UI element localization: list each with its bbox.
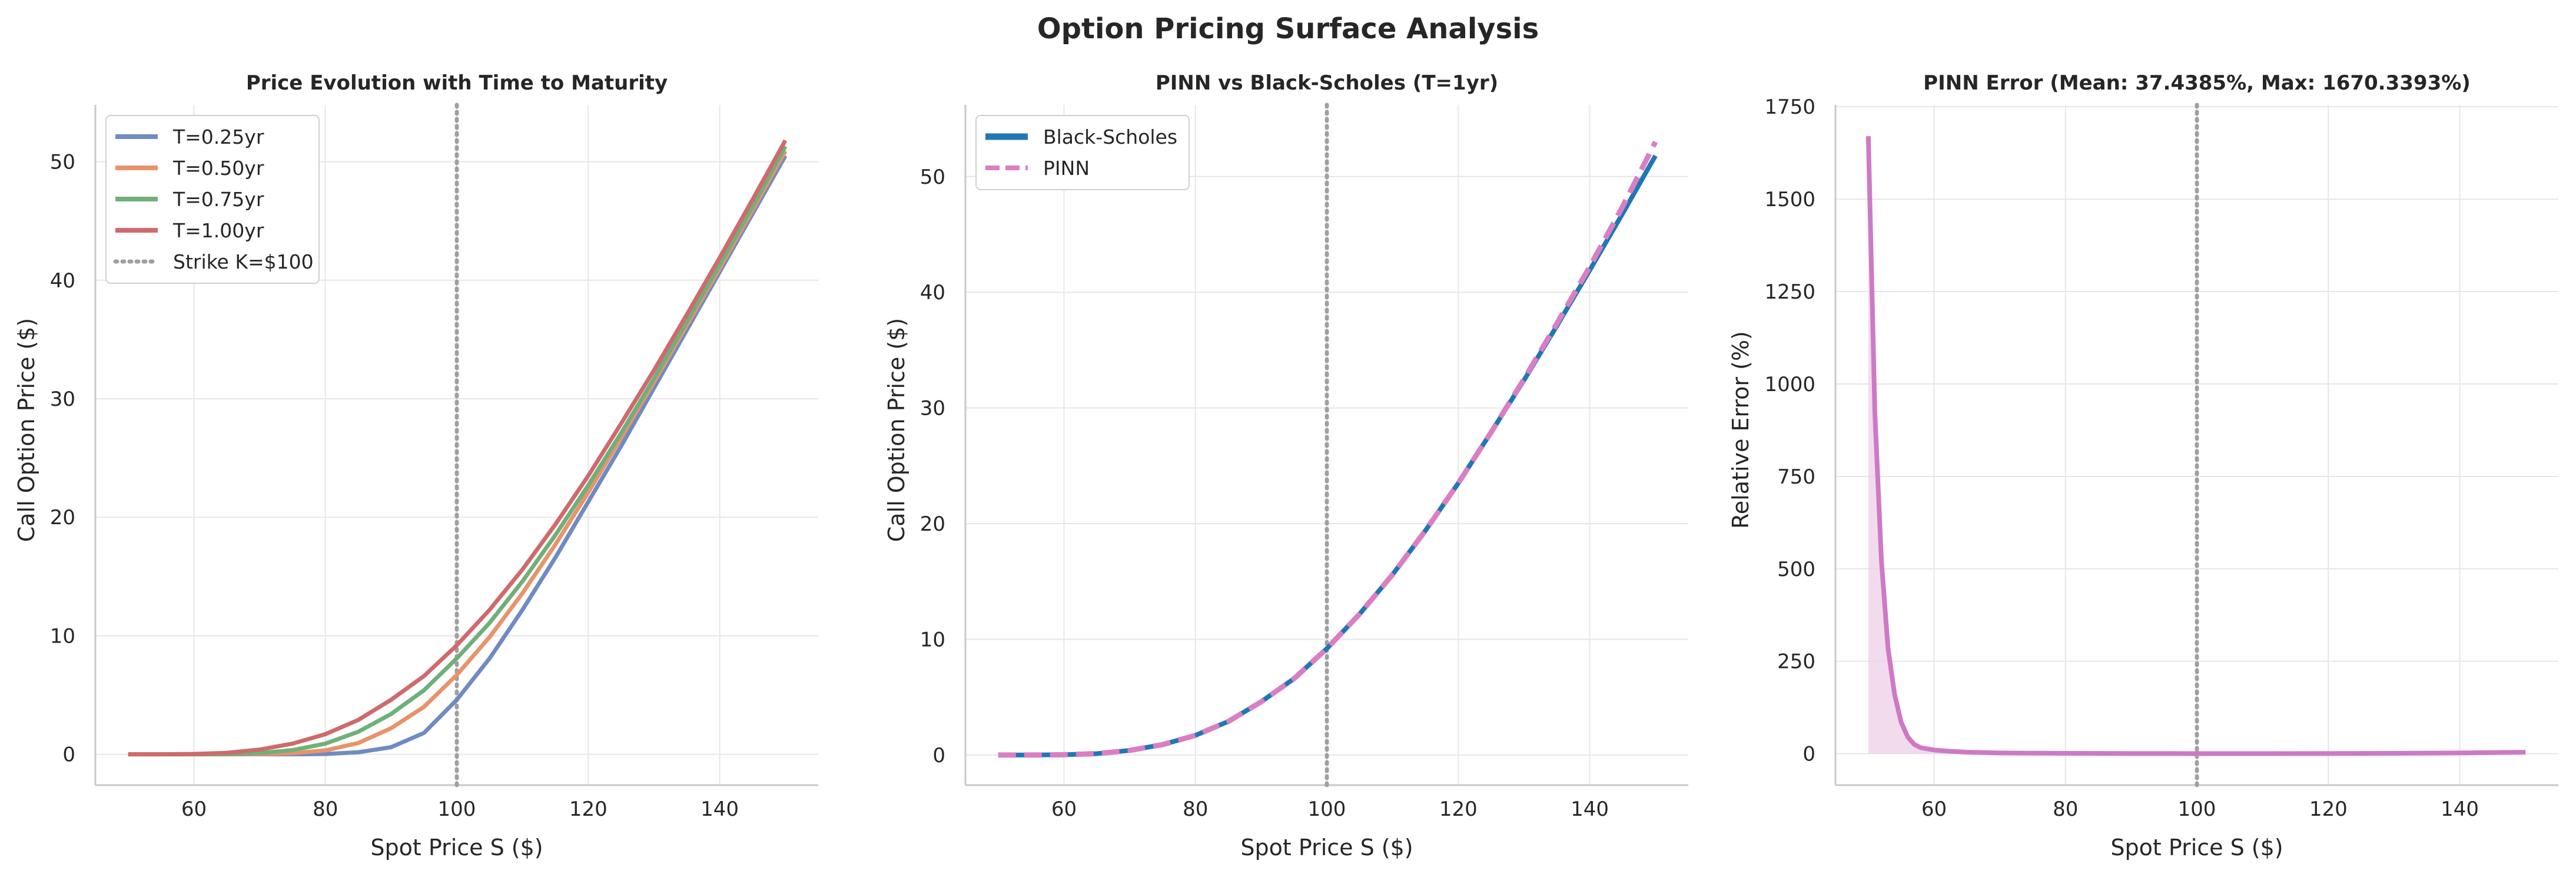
plot-area: [128, 102, 788, 787]
x-tick-label: 60: [181, 797, 207, 821]
x-axis-label: Spot Price S ($): [1240, 835, 1413, 861]
y-tick-label: 250: [1777, 650, 1815, 674]
x-tick-label: 100: [1308, 797, 1346, 821]
y-tick-label: 20: [50, 506, 75, 529]
x-tick-label: 80: [1183, 797, 1208, 821]
legend-label: Black-Scholes: [1043, 125, 1177, 148]
plot-area: [1865, 102, 2526, 787]
y-tick-label: 30: [50, 388, 75, 411]
legend: Black-Scholes PINN: [975, 115, 1190, 190]
legend-label: T=0.75yr: [172, 188, 264, 211]
y-tick-label: 10: [920, 628, 945, 652]
y-tick-label: 0: [62, 743, 75, 767]
chart-title: PINN vs Black-Scholes (T=1yr): [1156, 71, 1498, 95]
y-tick-label: 50: [50, 151, 75, 174]
y-tick-label: 1000: [1764, 373, 1815, 396]
x-axis-label: Spot Price S ($): [2110, 835, 2283, 861]
y-tick-label: 50: [920, 166, 945, 189]
y-tick-label: 0: [1802, 743, 1815, 766]
y-tick-label: 750: [1777, 465, 1815, 489]
y-axis-label: Call Option Price ($): [884, 318, 909, 542]
x-tick-label: 120: [2309, 797, 2348, 821]
x-tick-label: 140: [1571, 797, 1609, 821]
legend-frame: [975, 115, 1190, 190]
plot-area: [998, 102, 1658, 787]
y-tick-label: 1500: [1764, 188, 1815, 211]
legend-label: T=0.50yr: [172, 157, 264, 180]
x-tick-label: 140: [2441, 797, 2479, 821]
y-tick-label: 20: [920, 512, 945, 536]
series-line-t-1-00yr: [128, 139, 788, 757]
tick-labels: 60 80 100 120 140 0 250 500 750 1000 1250 1500 1750: [1764, 95, 2479, 821]
y-tick-label: 1250: [1764, 280, 1815, 304]
legend-label: T=0.25yr: [172, 125, 264, 148]
y-tick-label: 10: [50, 624, 75, 648]
x-tick-label: 80: [313, 797, 338, 821]
pinn-error-chart: PINN Error (Mean: 37.4385%, Max: 1670.33…: [1728, 71, 2558, 861]
y-tick-label: 30: [920, 397, 945, 421]
y-axis-label: Relative Error (%): [1728, 331, 1754, 529]
series-line-relative-error: [1865, 136, 2526, 756]
x-tick-label: 100: [438, 797, 476, 821]
y-axis-label: Call Option Price ($): [14, 318, 39, 542]
tick-labels: 60 80 100 120 140 0 10 20 30 40 50: [50, 151, 739, 821]
x-tick-label: 140: [701, 797, 739, 821]
y-tick-label: 40: [50, 269, 75, 293]
y-tick-label: 500: [1777, 558, 1815, 581]
figure-title: Option Pricing Surface Analysis: [1037, 12, 1539, 45]
legend-label: Strike K=$100: [173, 250, 314, 273]
legend: T=0.25yr T=0.50yr T=0.75yr T=1.00yr Strike K…: [105, 115, 320, 284]
y-tick-label: 1750: [1764, 95, 1815, 119]
x-tick-label: 80: [2053, 797, 2078, 821]
x-tick-label: 120: [1439, 797, 1478, 821]
legend-label: PINN: [1043, 157, 1090, 180]
series-line-pinn: [998, 140, 1658, 758]
x-tick-label: 60: [1051, 797, 1077, 821]
legend-frame: [105, 115, 320, 284]
x-tick-label: 100: [2178, 797, 2216, 821]
chart-title: Price Evolution with Time to Maturity: [246, 71, 668, 95]
x-tick-label: 60: [1921, 797, 1947, 821]
y-tick-label: 0: [932, 744, 945, 767]
price-evolution-chart: Price Evolution with Time to Maturity 60…: [14, 71, 818, 861]
pinn-vs-bs-chart: PINN vs Black-Scholes (T=1yr) 60 80 100 120…: [884, 71, 1688, 861]
x-tick-label: 120: [569, 797, 608, 821]
legend-label: T=1.00yr: [172, 219, 264, 242]
tick-labels: 60 80 100 120 140 0 10 20 30 40 50: [920, 166, 1609, 821]
chart-title: PINN Error (Mean: 37.4385%, Max: 1670.33…: [1923, 71, 2471, 95]
y-tick-label: 40: [920, 281, 945, 305]
x-axis-label: Spot Price S ($): [370, 835, 543, 861]
